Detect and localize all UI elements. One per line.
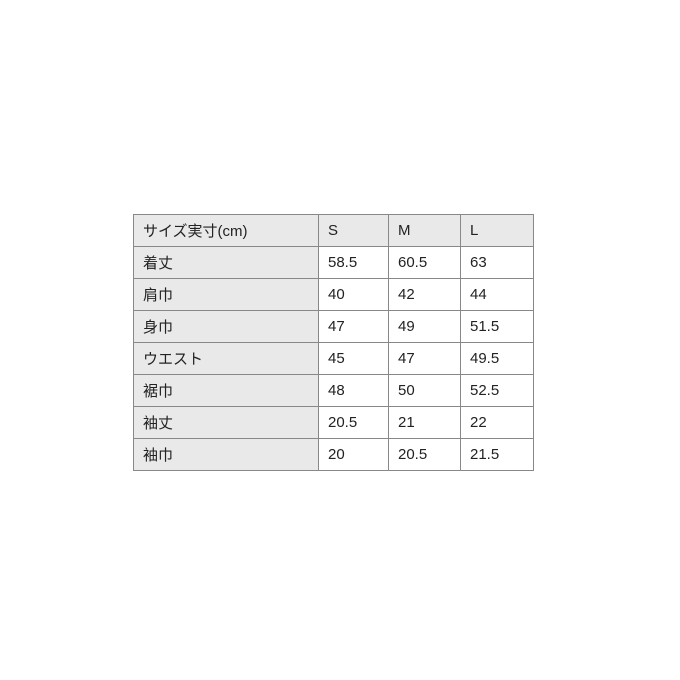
size-chart-header: サイズ実寸(cm) S M L [133,214,534,247]
cell-value: 47 [318,310,389,343]
row-label: 袖巾 [133,438,319,471]
cell-value: 51.5 [460,310,534,343]
cell-value: 60.5 [388,246,461,279]
row-label: 身巾 [133,310,319,343]
cell-value: 44 [460,278,534,311]
table-row: 肩巾 40 42 44 [133,278,534,311]
table-row: 着丈 58.5 60.5 63 [133,246,534,279]
table-row: 袖巾 20 20.5 21.5 [133,438,534,471]
cell-value: 40 [318,278,389,311]
cell-value: 45 [318,342,389,375]
header-cell-size-m: M [388,214,461,247]
header-row: サイズ実寸(cm) S M L [133,214,534,247]
size-chart-body: 着丈 58.5 60.5 63 肩巾 40 42 44 身巾 47 49 51.… [133,246,534,471]
cell-value: 49.5 [460,342,534,375]
header-cell-size-s: S [318,214,389,247]
row-label: ウエスト [133,342,319,375]
cell-value: 49 [388,310,461,343]
cell-value: 21 [388,406,461,439]
row-label: 袖丈 [133,406,319,439]
cell-value: 20.5 [388,438,461,471]
cell-value: 63 [460,246,534,279]
table-row: ウエスト 45 47 49.5 [133,342,534,375]
cell-value: 58.5 [318,246,389,279]
table-row: 袖丈 20.5 21 22 [133,406,534,439]
cell-value: 50 [388,374,461,407]
header-cell-size-l: L [460,214,534,247]
row-label: 裾巾 [133,374,319,407]
cell-value: 48 [318,374,389,407]
cell-value: 47 [388,342,461,375]
cell-value: 21.5 [460,438,534,471]
table-row: 裾巾 48 50 52.5 [133,374,534,407]
cell-value: 20 [318,438,389,471]
cell-value: 42 [388,278,461,311]
header-cell-size-label: サイズ実寸(cm) [133,214,319,247]
cell-value: 52.5 [460,374,534,407]
size-chart-table: サイズ実寸(cm) S M L 着丈 58.5 60.5 63 肩巾 40 42… [133,214,534,471]
cell-value: 22 [460,406,534,439]
cell-value: 20.5 [318,406,389,439]
row-label: 着丈 [133,246,319,279]
row-label: 肩巾 [133,278,319,311]
table-row: 身巾 47 49 51.5 [133,310,534,343]
